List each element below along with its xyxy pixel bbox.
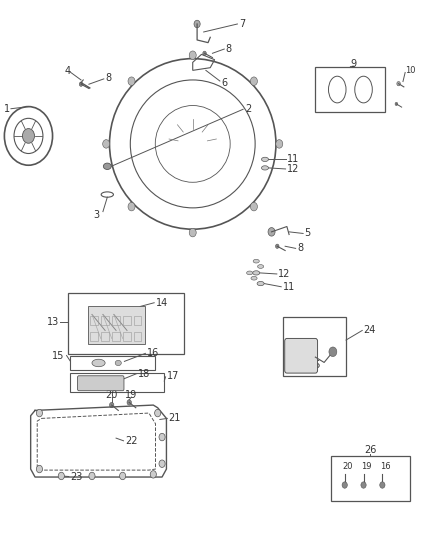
Circle shape <box>189 228 196 237</box>
Circle shape <box>395 102 398 106</box>
Text: 6: 6 <box>221 78 227 87</box>
Text: 8: 8 <box>226 44 232 54</box>
Text: 20: 20 <box>106 391 118 400</box>
Text: 20: 20 <box>343 462 353 471</box>
Bar <box>112 332 120 341</box>
Circle shape <box>276 244 279 248</box>
Text: 1: 1 <box>4 104 10 114</box>
Ellipse shape <box>261 157 268 161</box>
Text: 23: 23 <box>70 472 82 482</box>
Text: 25: 25 <box>308 360 320 370</box>
Text: 5: 5 <box>304 229 311 238</box>
Bar <box>70 356 155 370</box>
Circle shape <box>155 409 161 417</box>
Text: 12: 12 <box>287 164 299 174</box>
Circle shape <box>120 472 126 480</box>
Bar <box>112 316 120 325</box>
Ellipse shape <box>258 265 264 269</box>
Text: 10: 10 <box>405 66 416 75</box>
FancyBboxPatch shape <box>78 376 124 391</box>
Circle shape <box>102 140 110 148</box>
Text: 9: 9 <box>351 59 357 69</box>
Circle shape <box>194 20 200 28</box>
Circle shape <box>36 409 42 417</box>
Text: 19: 19 <box>125 391 138 400</box>
Bar <box>123 332 131 341</box>
Text: 18: 18 <box>138 369 150 378</box>
Circle shape <box>380 482 385 488</box>
Text: 7: 7 <box>239 19 245 29</box>
Circle shape <box>159 433 165 441</box>
Circle shape <box>58 472 64 480</box>
Text: 21: 21 <box>169 414 181 423</box>
Circle shape <box>397 82 400 86</box>
Ellipse shape <box>253 260 259 263</box>
Text: 16: 16 <box>380 462 391 471</box>
Bar <box>331 456 410 501</box>
Bar <box>90 332 98 341</box>
Ellipse shape <box>257 281 264 286</box>
Text: 2: 2 <box>245 104 251 114</box>
Circle shape <box>22 128 35 143</box>
Text: 19: 19 <box>361 462 372 471</box>
Bar <box>134 332 141 341</box>
Ellipse shape <box>247 271 253 275</box>
Text: 26: 26 <box>364 446 376 455</box>
Circle shape <box>329 347 337 357</box>
Bar <box>123 316 131 325</box>
Circle shape <box>150 471 156 478</box>
Circle shape <box>361 482 366 488</box>
Ellipse shape <box>103 163 111 169</box>
Circle shape <box>36 465 42 473</box>
Text: 11: 11 <box>287 155 299 164</box>
Ellipse shape <box>115 360 121 366</box>
Text: 24: 24 <box>364 326 376 335</box>
Bar <box>90 316 98 325</box>
Bar <box>68 293 184 354</box>
Ellipse shape <box>261 166 268 170</box>
Circle shape <box>128 203 135 211</box>
Text: 8: 8 <box>105 74 111 83</box>
Text: 13: 13 <box>47 318 59 327</box>
Bar <box>134 316 141 325</box>
Circle shape <box>268 228 275 236</box>
Circle shape <box>110 402 114 408</box>
Bar <box>88 306 145 344</box>
Ellipse shape <box>251 276 257 280</box>
Text: 22: 22 <box>125 437 138 446</box>
Bar <box>283 317 346 376</box>
Text: 15: 15 <box>53 351 65 360</box>
Bar <box>315 67 385 112</box>
Text: 17: 17 <box>167 371 180 381</box>
Text: 4: 4 <box>65 66 71 76</box>
Text: 3: 3 <box>93 210 99 220</box>
Circle shape <box>128 77 135 85</box>
Text: 8: 8 <box>297 244 303 253</box>
Text: 14: 14 <box>155 298 168 308</box>
Ellipse shape <box>253 271 260 275</box>
Text: 16: 16 <box>147 349 159 358</box>
Circle shape <box>189 51 196 60</box>
Bar <box>70 373 164 392</box>
Circle shape <box>251 77 258 85</box>
Circle shape <box>159 460 165 467</box>
Bar <box>101 316 109 325</box>
FancyBboxPatch shape <box>285 338 318 373</box>
Text: 11: 11 <box>283 282 295 292</box>
Ellipse shape <box>92 359 105 367</box>
Circle shape <box>203 51 206 55</box>
Circle shape <box>342 482 347 488</box>
Text: 12: 12 <box>278 269 290 279</box>
Circle shape <box>276 140 283 148</box>
Circle shape <box>251 203 258 211</box>
Circle shape <box>127 400 131 405</box>
Circle shape <box>89 472 95 480</box>
Circle shape <box>79 82 83 86</box>
Bar <box>101 332 109 341</box>
